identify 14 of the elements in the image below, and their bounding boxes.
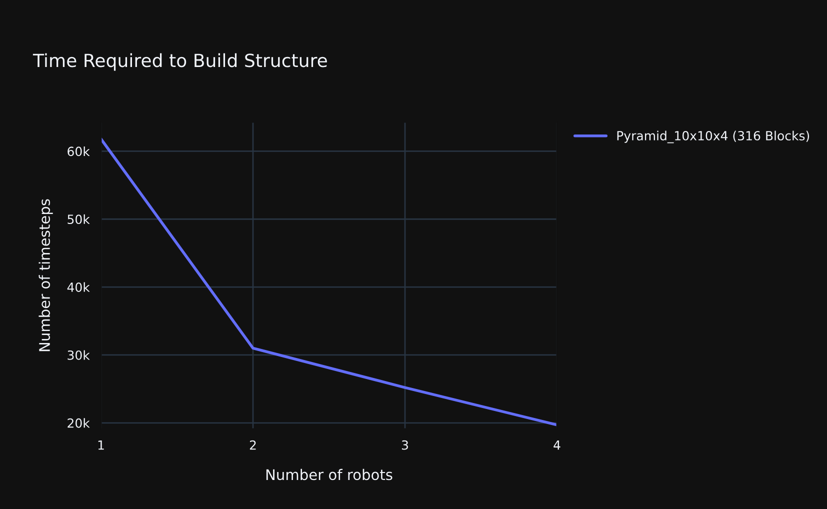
- chart-title: Time Required to Build Structure: [32, 53, 327, 71]
- line-series: [101, 138, 557, 426]
- y-tick-label: 50k: [68, 214, 90, 224]
- x-tick-label: 3: [402, 440, 408, 450]
- x-tick-label: 1: [98, 440, 104, 450]
- y-axis-title: Number of timesteps: [38, 199, 53, 352]
- x-axis-title: Number of robots: [266, 468, 392, 480]
- x-tick-label: 2: [250, 440, 256, 450]
- y-tick-label: 40k: [67, 282, 90, 292]
- legend-label: Pyramid_10x10x4 (316 Blocks): [617, 130, 810, 144]
- y-tick-label: 30k: [68, 350, 90, 360]
- y-tick-label: 60k: [68, 146, 90, 156]
- x-tick-label: 4: [554, 440, 560, 450]
- y-tick-label: 20k: [68, 418, 90, 428]
